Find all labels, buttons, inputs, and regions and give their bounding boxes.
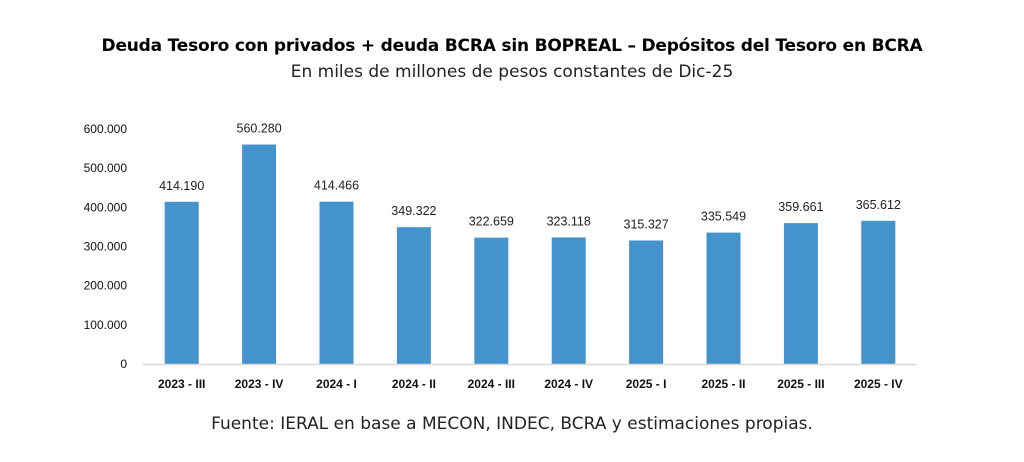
x-tick-label: 2025 - II (701, 377, 745, 391)
data-label: 560.280 (237, 122, 282, 136)
bar (474, 237, 509, 364)
y-tick-label: 400.000 (84, 200, 128, 214)
x-tick-label: 2024 - IV (544, 377, 593, 391)
bar (551, 237, 586, 364)
data-label: 414.466 (314, 179, 359, 193)
chart-title: Deuda Tesoro con privados + deuda BCRA s… (101, 36, 923, 56)
y-tick-label: 600.000 (84, 122, 128, 136)
data-label: 359.661 (778, 200, 823, 214)
chart-subtitle: En miles de millones de pesos constantes… (290, 62, 734, 82)
y-tick-label: 100.000 (84, 318, 128, 332)
data-label: 335.549 (701, 210, 746, 224)
chart-source: Fuente: IERAL en base a MECON, INDEC, BC… (211, 414, 813, 434)
bar (164, 201, 199, 364)
x-tick-label: 2025 - I (626, 377, 667, 391)
x-tick-label: 2023 - IV (235, 377, 284, 391)
x-tick-label: 2023 - III (158, 377, 205, 391)
bar (861, 220, 896, 364)
x-tick-label: 2024 - II (392, 377, 436, 391)
y-tick-label: 200.000 (84, 279, 128, 293)
y-tick-label: 300.000 (84, 240, 128, 254)
data-label: 322.659 (469, 215, 514, 229)
bar (396, 227, 431, 364)
x-tick-label: 2024 - I (316, 377, 357, 391)
bar (629, 240, 664, 364)
data-label: 315.327 (624, 217, 669, 231)
data-label: 414.190 (159, 179, 204, 193)
y-tick-label: 0 (120, 357, 127, 371)
x-tick-label: 2025 - IV (854, 377, 903, 391)
bar (706, 232, 741, 364)
x-tick-label: 2025 - III (777, 377, 824, 391)
y-tick-label: 500.000 (84, 161, 128, 175)
data-label: 323.118 (547, 214, 591, 228)
data-label: 349.322 (391, 204, 436, 218)
x-tick-label: 2024 - III (468, 377, 515, 391)
bar (319, 201, 354, 364)
data-label: 365.612 (856, 198, 901, 212)
bar (242, 144, 277, 364)
bar (783, 223, 818, 364)
